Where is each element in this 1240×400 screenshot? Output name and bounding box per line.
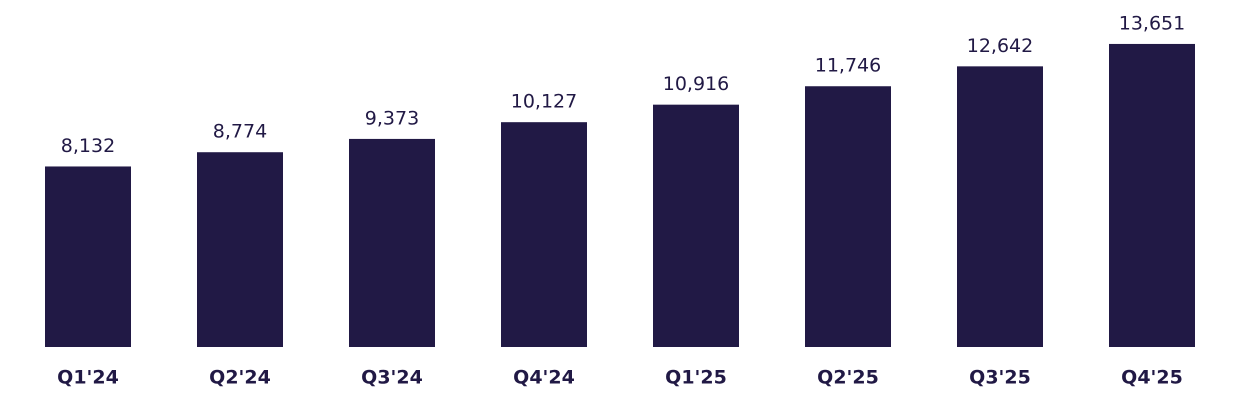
value-label: 13,651	[1119, 12, 1185, 34]
bar	[197, 152, 283, 347]
bar	[957, 66, 1043, 348]
x-tick-label: Q2'25	[817, 367, 879, 389]
value-label: 8,132	[61, 135, 115, 157]
x-tick-label: Q3'24	[361, 367, 423, 389]
bar	[805, 86, 891, 347]
bar	[349, 138, 435, 347]
value-label: 12,642	[967, 35, 1033, 57]
bar	[653, 104, 739, 348]
x-tick-label: Q1'24	[57, 367, 119, 389]
x-tick-label: Q4'24	[513, 367, 575, 389]
value-label: 8,774	[213, 121, 267, 143]
x-tick-label: Q2'24	[209, 367, 271, 389]
value-label: 9,373	[365, 107, 419, 129]
bar	[501, 122, 587, 347]
value-label: 10,916	[663, 73, 729, 95]
bar	[45, 166, 131, 347]
x-tick-label: Q4'25	[1121, 367, 1183, 389]
bar	[1109, 43, 1195, 347]
x-tick-label: Q3'25	[969, 367, 1031, 389]
x-tick-label: Q1'25	[665, 367, 727, 389]
value-label: 10,127	[511, 91, 577, 113]
value-label: 11,746	[815, 55, 881, 77]
